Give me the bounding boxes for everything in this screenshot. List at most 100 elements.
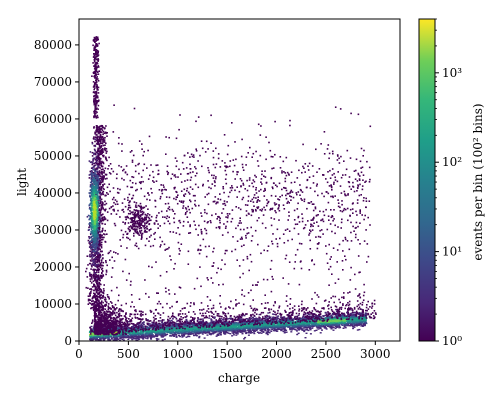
heatmap-cell <box>301 217 304 220</box>
heatmap-cell <box>94 195 96 198</box>
heatmap-cell <box>101 222 104 225</box>
heatmap-cell <box>92 206 95 209</box>
heatmap-cell <box>147 208 149 210</box>
heatmap-cell <box>143 231 146 233</box>
heatmap-cell <box>94 268 96 271</box>
heatmap-cell <box>211 174 213 177</box>
heatmap-cell <box>130 186 132 189</box>
heatmap-cell <box>308 176 311 178</box>
heatmap-cell <box>98 259 100 262</box>
heatmap-cell <box>92 242 94 245</box>
heatmap-cell <box>94 113 96 116</box>
heatmap-cell <box>328 185 331 187</box>
heatmap-cell <box>131 182 134 184</box>
heatmap-cell <box>89 259 92 262</box>
heatmap-cell <box>95 71 97 73</box>
heatmap-cell <box>149 245 152 248</box>
heatmap-cell <box>312 219 314 221</box>
heatmap-cell <box>87 239 90 242</box>
heatmap-cell <box>210 221 212 224</box>
heatmap-cell <box>94 253 97 255</box>
heatmap-cell <box>136 226 139 228</box>
heatmap-cell <box>285 187 287 189</box>
heatmap-cell <box>313 263 316 266</box>
heatmap-cell <box>168 206 171 208</box>
heatmap-cell <box>353 323 356 326</box>
heatmap-cell <box>304 329 307 331</box>
heatmap-cell <box>94 177 97 180</box>
heatmap-cell <box>187 205 189 208</box>
heatmap-cell <box>96 242 99 245</box>
heatmap-cell <box>102 184 104 187</box>
heatmap-cell <box>229 160 232 162</box>
heatmap-cell <box>165 217 168 220</box>
heatmap-cell <box>89 208 92 210</box>
heatmap-cell <box>100 243 102 246</box>
heatmap-cell <box>364 214 366 217</box>
heatmap-cell <box>105 142 107 145</box>
heatmap-cell <box>277 198 279 200</box>
heatmap-cell <box>293 181 296 183</box>
heatmap-cell <box>93 188 96 190</box>
heatmap-cell <box>347 194 349 196</box>
heatmap-cell <box>236 171 238 173</box>
heatmap-cell <box>122 221 124 223</box>
heatmap-cell <box>113 222 116 225</box>
heatmap-cell <box>99 160 101 163</box>
heatmap-cell <box>358 178 361 180</box>
heatmap-cell <box>96 86 99 88</box>
heatmap-cell <box>97 71 99 73</box>
heatmap-cell <box>274 184 277 186</box>
heatmap-cell <box>183 188 186 191</box>
heatmap-cell <box>93 283 95 286</box>
heatmap-cell <box>95 45 98 47</box>
heatmap-cell <box>98 240 100 242</box>
heatmap-cell <box>94 115 97 118</box>
heatmap-cell <box>272 187 274 190</box>
heatmap-cell <box>96 263 99 266</box>
heatmap-cell <box>320 143 322 145</box>
heatmap-cell <box>168 196 171 199</box>
heatmap-cell <box>100 241 103 244</box>
heatmap-cell <box>130 221 132 224</box>
heatmap-cell <box>132 228 135 231</box>
heatmap-cell <box>96 44 99 47</box>
heatmap-cell <box>94 100 96 102</box>
heatmap-cell <box>96 125 98 127</box>
heatmap-cell <box>251 329 254 331</box>
heatmap-cell <box>126 236 128 239</box>
heatmap-cell <box>293 326 296 328</box>
heatmap-cell <box>235 303 237 306</box>
heatmap-cell <box>227 215 229 217</box>
heatmap-cell <box>94 140 96 143</box>
heatmap-cell <box>116 191 119 194</box>
heatmap-cell <box>93 250 96 253</box>
heatmap-cell <box>229 187 232 189</box>
heatmap-cell <box>183 195 186 197</box>
heatmap-cell <box>155 261 157 263</box>
heatmap-cell <box>100 250 102 253</box>
heatmap-cell <box>355 233 357 236</box>
heatmap-cell <box>95 216 97 218</box>
heatmap-cell <box>247 152 249 154</box>
heatmap-cell <box>302 315 305 317</box>
heatmap-cell <box>234 189 236 192</box>
heatmap-cell <box>95 81 98 84</box>
heatmap-cell <box>167 173 169 176</box>
heatmap-cell <box>119 188 121 191</box>
heatmap-cell <box>255 197 257 199</box>
heatmap-cell <box>99 256 102 258</box>
heatmap-cell <box>233 164 236 167</box>
heatmap-cell <box>316 243 319 245</box>
heatmap-cell <box>173 268 175 270</box>
heatmap-cell <box>301 213 303 215</box>
heatmap-cell <box>212 262 215 264</box>
heatmap-cell <box>333 181 335 184</box>
heatmap-cell <box>94 73 97 75</box>
heatmap-cell <box>357 225 359 228</box>
heatmap-cell <box>102 203 104 205</box>
heatmap-cell <box>251 156 253 158</box>
heatmap-cell <box>94 176 96 178</box>
heatmap-cell <box>99 307 101 309</box>
heatmap-cell <box>339 301 341 304</box>
